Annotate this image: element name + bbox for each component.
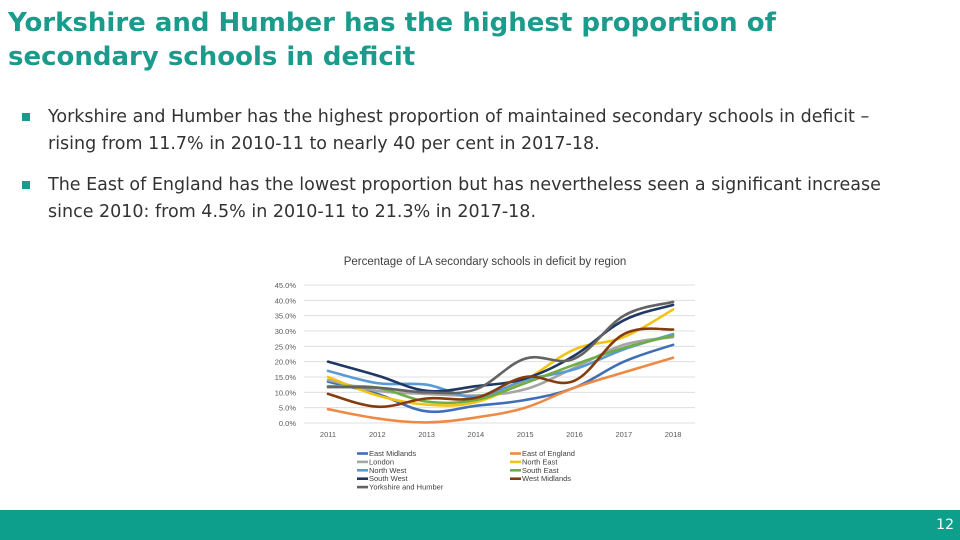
series-line-south-west xyxy=(326,303,675,393)
bullet-item: Yorkshire and Humber has the highest pro… xyxy=(20,104,900,158)
legend-label: South East xyxy=(522,466,560,475)
legend-label: East Midlands xyxy=(369,449,416,458)
legend-label: South West xyxy=(369,474,409,483)
x-tick-label: 2013 xyxy=(418,430,435,439)
y-tick-label: 40.0% xyxy=(275,296,297,305)
bullet-text: The East of England has the lowest propo… xyxy=(48,175,881,222)
line-chart: 0.0% 5.0% 10.0% 15.0% 20.0% 25.0% 30.0% 35.0% 40… xyxy=(275,281,695,492)
series-line-west-midlands xyxy=(326,327,675,409)
y-tick-label: 10.0% xyxy=(275,388,297,397)
legend-label: North West xyxy=(369,466,407,475)
slide-title: Yorkshire and Humber has the highest pro… xyxy=(8,8,776,72)
x-tick-label: 2015 xyxy=(517,430,534,439)
square-bullet-icon xyxy=(22,181,30,189)
bullet-text: Yorkshire and Humber has the highest pro… xyxy=(48,107,870,154)
y-tick-label: 15.0% xyxy=(275,373,297,382)
y-tick-label: 45.0% xyxy=(275,281,297,290)
series-line-yorkshire-and-humber xyxy=(326,300,675,395)
y-tick-label: 5.0% xyxy=(279,404,296,413)
chart-title: Percentage of LA secondary schools in de… xyxy=(343,256,627,268)
page-number: 12 xyxy=(936,517,954,533)
y-tick-label: 25.0% xyxy=(275,342,297,351)
legend-label: East of England xyxy=(522,449,575,458)
x-tick-label: 2017 xyxy=(615,430,632,439)
footer-bar: 12 xyxy=(0,510,960,540)
bullet-list: Yorkshire and Humber has the highest pro… xyxy=(20,104,900,240)
x-tick-label: 2016 xyxy=(566,430,583,439)
bullet-item: The East of England has the lowest propo… xyxy=(20,172,900,226)
legend-label: West Midlands xyxy=(522,474,571,483)
legend-label: North East xyxy=(522,457,558,466)
series-line-east-midlands xyxy=(326,343,675,414)
legend-label: Yorkshire and Humber xyxy=(369,483,444,492)
x-tick-label: 2014 xyxy=(468,430,485,439)
series-line-north-west xyxy=(326,332,675,399)
legend-label: London xyxy=(369,457,394,466)
y-tick-label: 20.0% xyxy=(275,358,297,367)
square-bullet-icon xyxy=(22,113,30,121)
x-tick-label: 2011 xyxy=(320,430,336,439)
series-line-east-of-england xyxy=(326,356,675,424)
y-tick-label: 0.0% xyxy=(279,419,296,428)
y-tick-label: 35.0% xyxy=(275,312,297,321)
x-tick-label: 2018 xyxy=(665,430,682,439)
x-tick-label: 2012 xyxy=(369,430,386,439)
y-tick-label: 30.0% xyxy=(275,327,297,336)
